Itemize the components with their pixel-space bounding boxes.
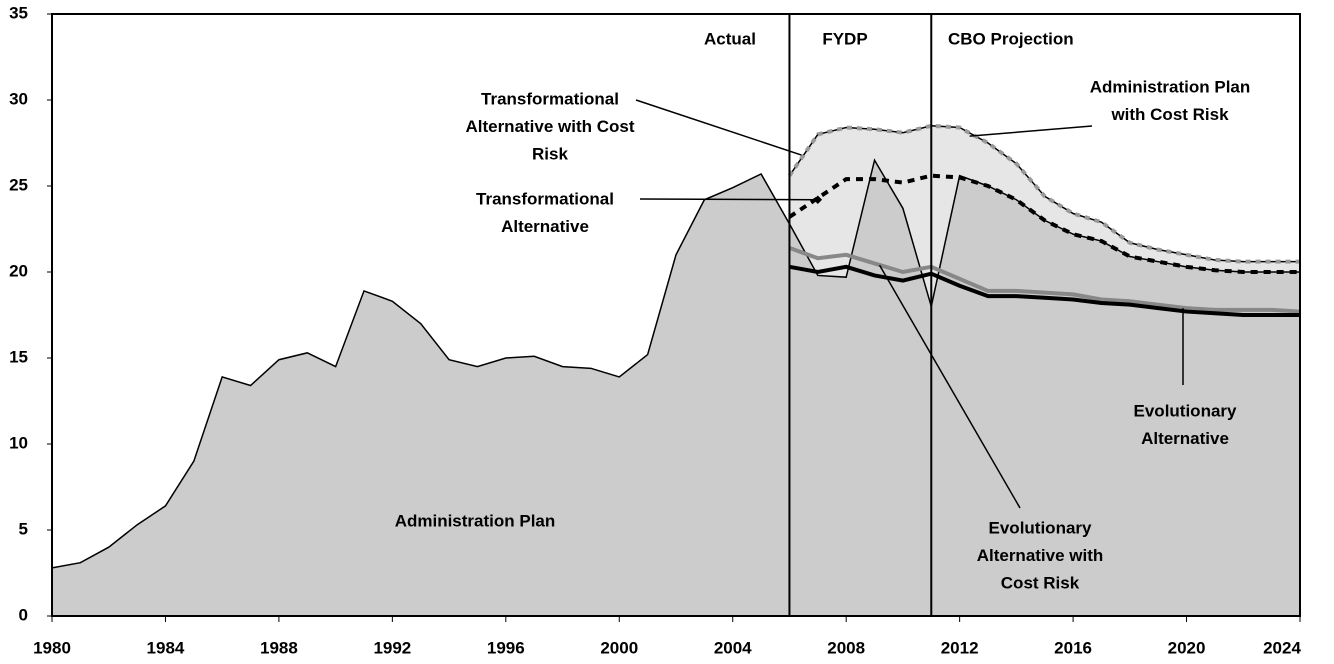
x-tick-label: 2004 xyxy=(714,638,752,657)
annotation: Risk xyxy=(532,144,568,163)
y-tick-label: 0 xyxy=(19,605,28,624)
annotation: Transformational xyxy=(481,89,619,108)
x-tick-label: 1984 xyxy=(147,638,185,657)
annotation: Administration Plan xyxy=(1090,77,1251,96)
annotation: Transformational xyxy=(476,189,614,208)
plot-frame xyxy=(51,13,1301,617)
y-tick-label: 15 xyxy=(9,347,28,366)
series-line xyxy=(788,173,1300,274)
y-tick-label: 35 xyxy=(9,3,28,22)
x-tick-label: 1996 xyxy=(487,638,525,657)
annotation: Cost Risk xyxy=(1001,573,1080,592)
annotation: Alternative xyxy=(1141,429,1229,448)
y-tick-label: 5 xyxy=(19,519,28,538)
y-tick-label: 30 xyxy=(9,89,28,108)
y-tick-label: 10 xyxy=(9,433,28,452)
period-label: FYDP xyxy=(822,29,867,48)
annotation-pointer xyxy=(969,125,1093,137)
annotation-pointer xyxy=(635,99,802,156)
series-line xyxy=(788,246,1301,314)
annotation: Alternative with xyxy=(977,546,1104,565)
annotation: Evolutionary xyxy=(989,518,1093,537)
x-tick-label: 1992 xyxy=(373,638,411,657)
annotation-pointer xyxy=(639,198,818,201)
x-tick-label: 2016 xyxy=(1054,638,1092,657)
x-tick-label: 2008 xyxy=(827,638,865,657)
y-tick-label: 20 xyxy=(9,261,28,280)
x-tick-label: 2024 xyxy=(1263,638,1301,657)
annotation: with Cost Risk xyxy=(1110,105,1229,124)
annotation: Alternative xyxy=(501,217,589,236)
x-tick-label: 1988 xyxy=(260,638,298,657)
series-line xyxy=(789,264,1300,317)
annotation: Evolutionary xyxy=(1134,401,1238,420)
y-tick-label: 25 xyxy=(9,175,28,194)
series-line xyxy=(787,123,1300,264)
x-tick-label: 1980 xyxy=(33,638,71,657)
period-label: Actual xyxy=(704,29,756,48)
x-tick-label: 2020 xyxy=(1168,638,1206,657)
annotation: Administration Plan xyxy=(395,511,556,530)
x-tick-label: 2000 xyxy=(600,638,638,657)
period-label: CBO Projection xyxy=(948,29,1074,48)
x-tick-label: 2012 xyxy=(941,638,979,657)
annotation: Alternative with Cost xyxy=(465,117,634,136)
annotation-pointer xyxy=(878,264,1021,509)
